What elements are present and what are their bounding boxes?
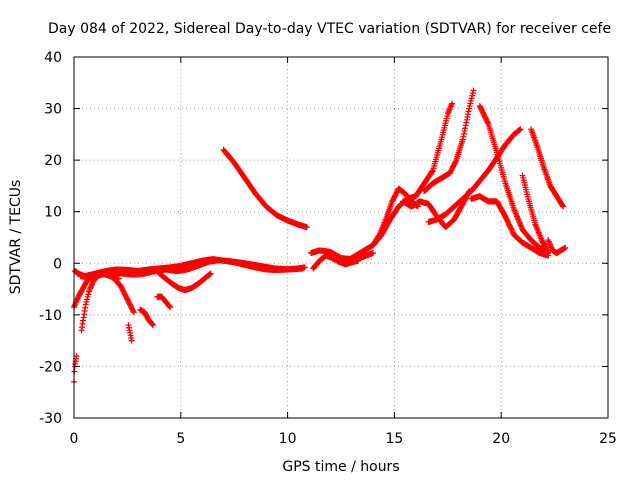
x-tick-label: 25 [599,431,617,447]
series-arc-t [519,172,552,256]
data-point [449,100,456,107]
series-arc-i [156,270,214,294]
y-tick-label: 30 [44,102,62,118]
data-point-interp [130,307,137,314]
y-tick-label: -10 [39,308,62,324]
y-tick-label: 40 [44,50,62,66]
data-point [73,353,80,360]
data-point [115,275,122,282]
data-point [130,309,137,316]
x-tick-label: 15 [385,431,403,447]
y-tick-label: -20 [39,359,62,375]
data-point [128,337,135,344]
data-point [562,244,569,251]
series-arc-b [77,257,306,281]
x-axis-label: GPS time / hours [282,459,399,475]
x-axis-ticks: 0 5 10 15 20 25 [70,57,617,447]
y-tick-label: 20 [44,153,62,169]
y-tick-label: 0 [53,256,62,272]
y-tick-label: -30 [39,411,62,427]
plot-frame [73,56,609,419]
data-point [303,224,310,231]
series-arc-v [545,237,569,256]
series-arc-o [399,188,473,231]
series-arc-c [71,353,80,385]
x-tick-label: 10 [279,431,297,447]
series-arc-n [370,100,456,249]
x-tick-label: 20 [492,431,510,447]
data-point [517,126,524,133]
data-point [207,270,214,277]
y-axis-label: SDTVAR / TECUs [8,180,24,295]
data-point-interp [429,168,436,175]
series-arc-j [220,146,310,231]
x-tick-label: 5 [176,431,185,447]
data-point [545,249,552,256]
series-arc-f [125,322,135,344]
data-point-interp [166,303,173,310]
series-arc-r [468,193,552,259]
y-tick-label: 10 [44,205,62,221]
series-arc-p [421,87,477,195]
grid [74,57,608,418]
data-point [299,265,306,272]
data-point [470,87,477,94]
data-point [167,304,174,311]
series-arc-g [137,306,157,329]
data-point [560,203,567,210]
chart-title: Day 084 of 2022, Sidereal Day-to-day VTE… [48,21,611,37]
data-point-interp [452,158,459,165]
series-arc-e [78,270,122,334]
data-point-interp [149,321,156,328]
data-point [150,322,157,329]
data-points [71,87,569,385]
data-point-interp [484,119,491,126]
data-point [370,249,377,256]
data-point-interp [559,202,566,209]
series-arc-u [528,126,567,210]
x-tick-label: 0 [70,431,79,447]
y-axis-ticks: -30 -20 -10 0 10 20 30 40 [39,50,608,427]
series-arc-k [310,252,362,272]
series-arc-s [476,102,552,256]
series-arc-h [154,293,174,311]
